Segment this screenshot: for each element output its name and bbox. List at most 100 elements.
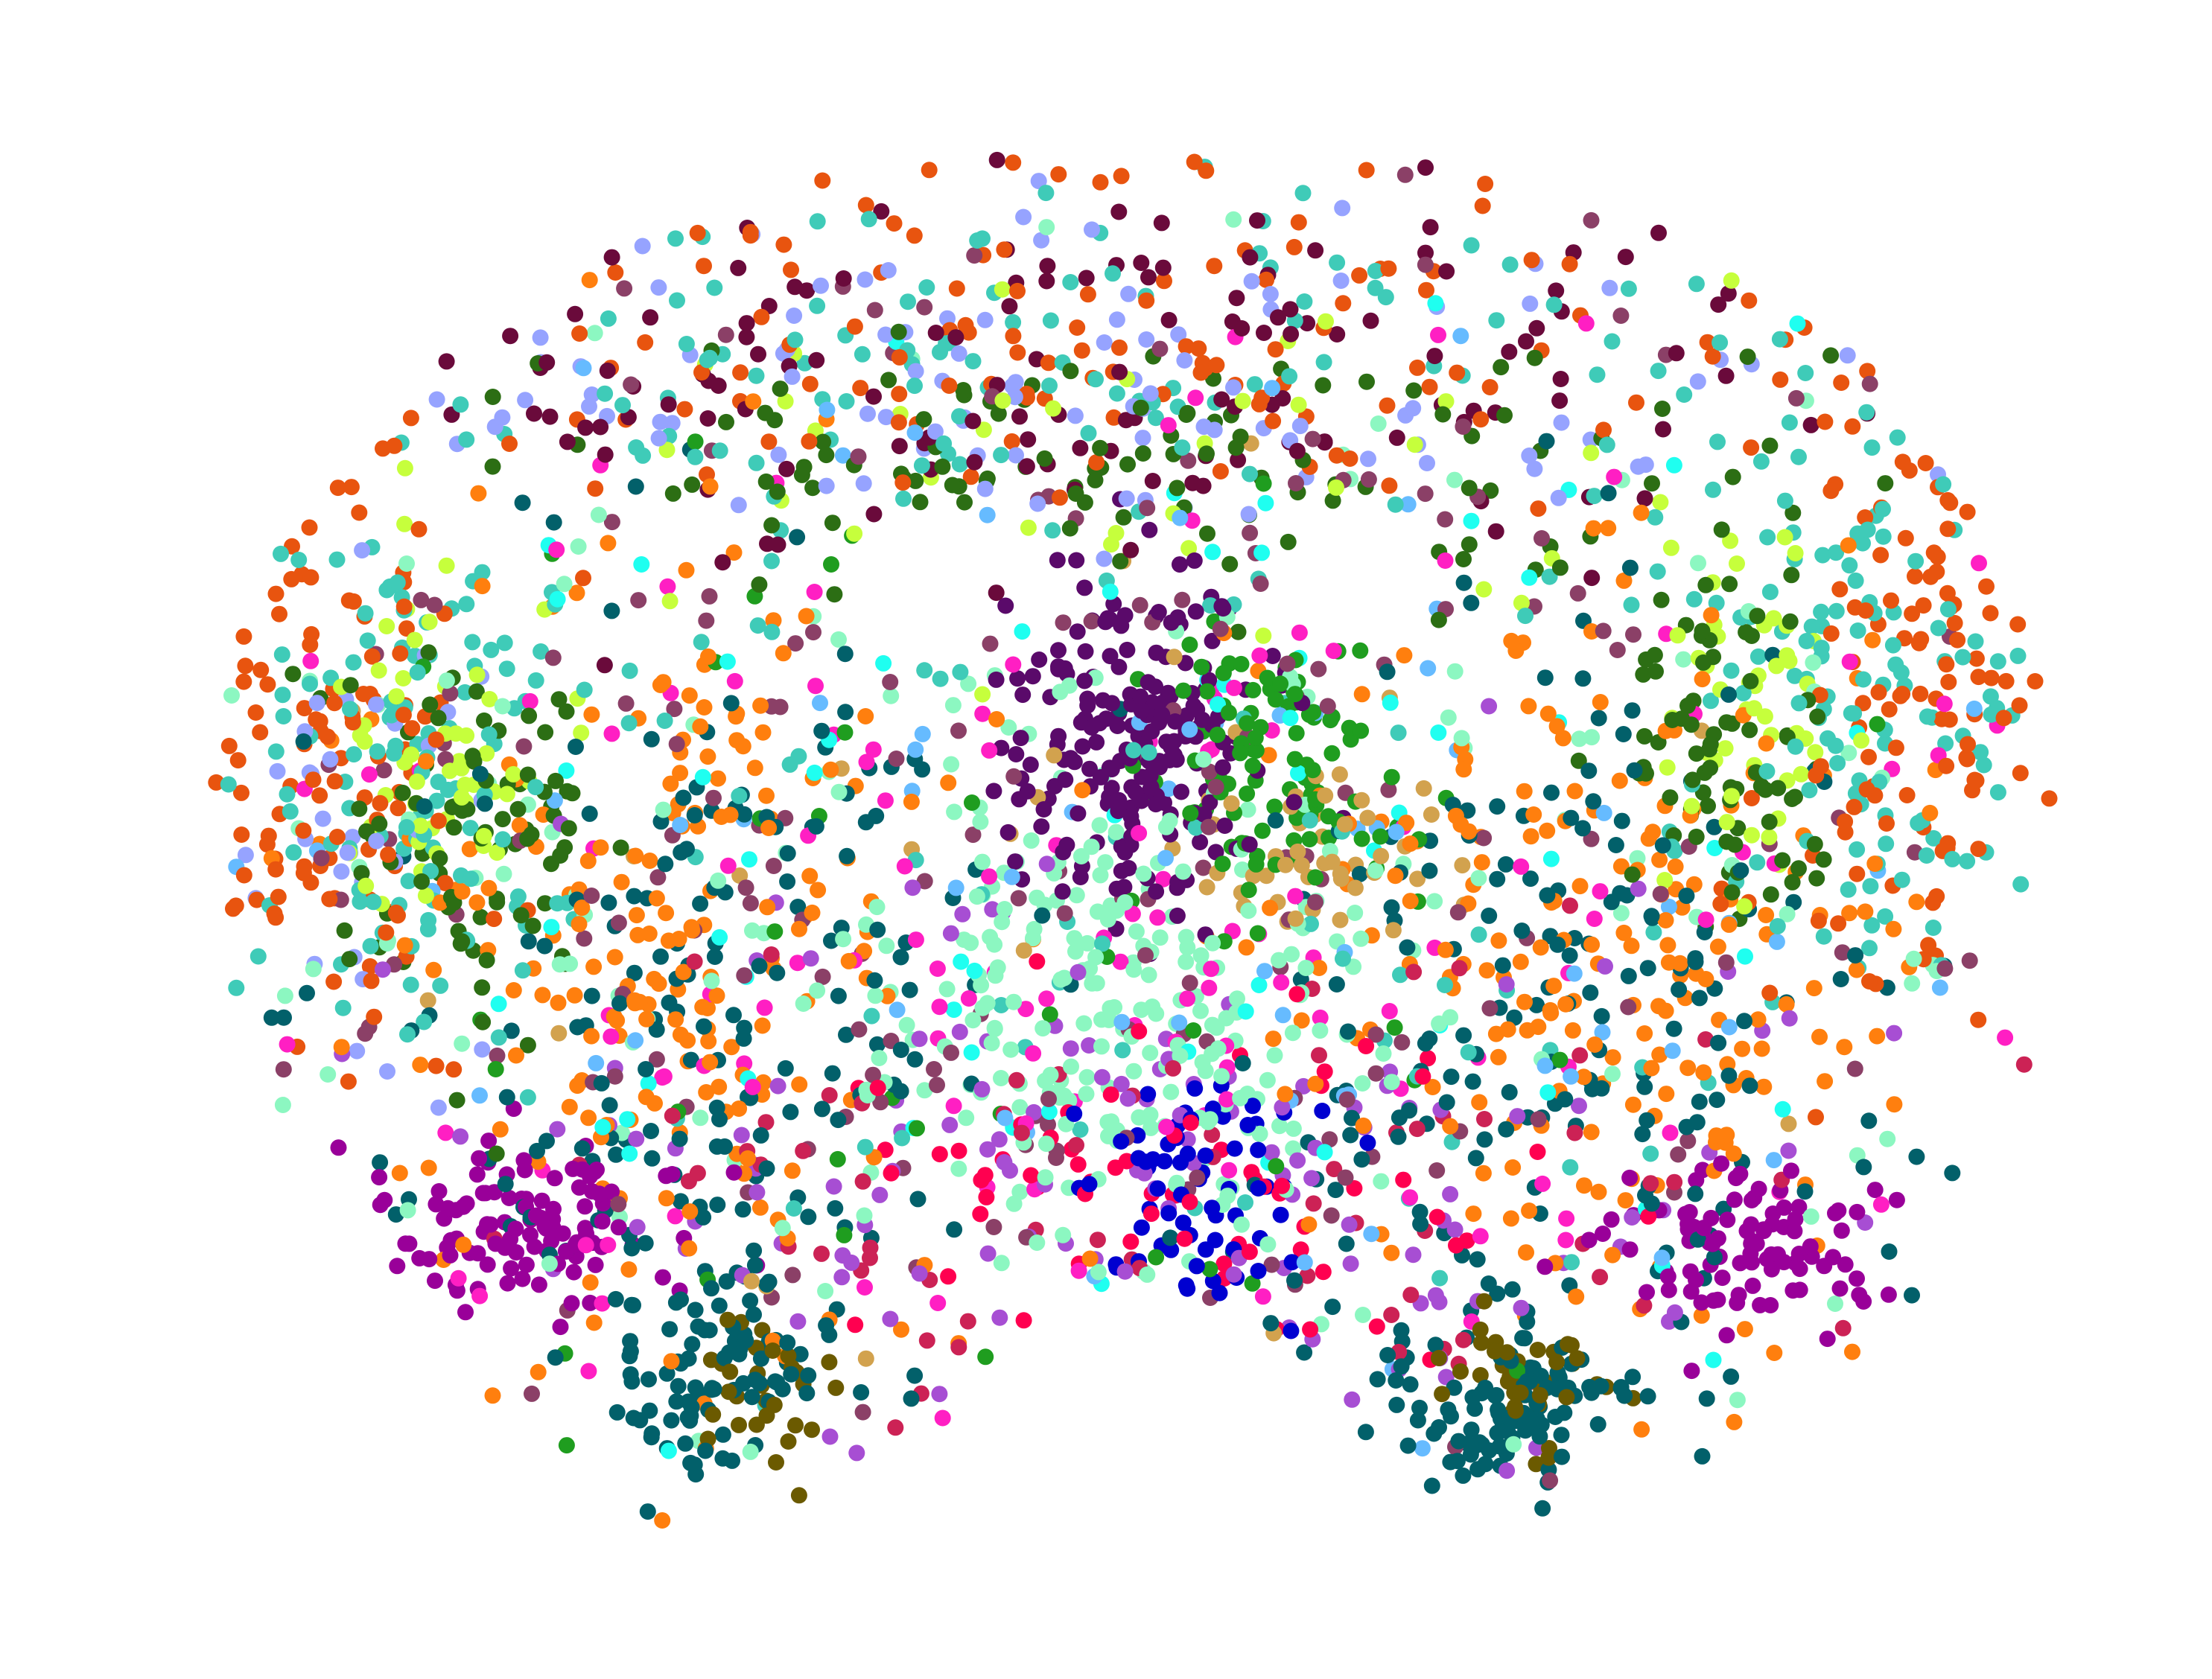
scatter-point [299,984,315,1001]
scatter-point [1233,320,1250,337]
scatter-point [912,494,929,511]
scatter-point [483,641,500,658]
scatter-point [608,1146,625,1163]
scatter-point [1286,751,1303,768]
scatter-point [1849,622,1866,639]
scatter-point [997,597,1014,614]
scatter-point [1328,447,1345,464]
scatter-point [1078,1086,1095,1103]
scatter-point [295,733,312,750]
scatter-point [678,336,695,352]
scatter-point [1140,744,1157,761]
scatter-point [1542,1004,1560,1022]
scatter-point [290,552,308,568]
scatter-point [420,644,437,661]
scatter-point [1005,154,1022,171]
scatter-point [480,726,498,743]
scatter-point [1697,576,1714,593]
scatter-point [1574,820,1592,837]
scatter-point [687,1302,704,1319]
scatter-point [1759,529,1776,546]
scatter-point [1442,1009,1459,1026]
scatter-point [934,1409,951,1427]
scatter-point [1568,1288,1585,1305]
scatter-point [1237,1003,1254,1020]
scatter-point [406,631,423,649]
scatter-point [1131,825,1148,841]
scatter-point [661,1321,678,1338]
scatter-point [658,905,675,922]
scatter-point [1659,937,1677,954]
scatter-point [1470,870,1487,887]
scatter-point [732,364,749,381]
scatter-point [1463,512,1480,529]
scatter-point [1163,1083,1180,1100]
scatter-point [1358,162,1375,179]
scatter-point [692,1109,709,1127]
scatter-point [1693,1307,1710,1324]
scatter-point [681,1240,698,1257]
scatter-point [412,818,429,835]
scatter-point [1383,1074,1400,1091]
scatter-point [1066,930,1083,947]
scatter-point [822,761,839,778]
scatter-point [1470,926,1487,943]
scatter-point [754,724,772,741]
scatter-point [1033,232,1050,249]
scatter-point [1162,688,1179,705]
scatter-point [1138,331,1155,348]
scatter-point [274,686,291,704]
scatter-point [1399,1437,1417,1454]
scatter-point [1442,1118,1459,1135]
scatter-point [997,1109,1014,1127]
scatter-point [464,634,481,651]
scatter-point [1440,709,1457,726]
scatter-point [1342,1127,1359,1144]
scatter-point [1600,520,1617,537]
scatter-point [622,1366,639,1383]
scatter-point [1367,1026,1385,1043]
scatter-point [1640,1208,1657,1225]
scatter-point [603,1183,620,1200]
scatter-point [1723,1368,1740,1385]
scatter-point [489,1047,506,1064]
scatter-point [527,779,544,796]
scatter-point [1263,1144,1280,1161]
scatter-point [566,987,583,1004]
scatter-point [1871,774,1888,791]
scatter-point [1096,334,1113,351]
scatter-point [1840,881,1857,898]
scatter-point [462,820,479,837]
scatter-point [1187,389,1204,407]
scatter-point [1305,1195,1322,1212]
scatter-point [1737,948,1753,965]
scatter-point [1049,552,1066,569]
scatter-point [711,442,728,459]
scatter-point [1620,998,1637,1016]
scatter-point [1448,1237,1464,1254]
scatter-point [1001,298,1018,315]
scatter-point [1317,787,1334,804]
scatter-point [661,593,678,610]
scatter-point [342,677,359,694]
scatter-point [1702,759,1719,777]
scatter-point [263,1009,280,1026]
scatter-point [229,752,247,769]
scatter-point [1233,655,1250,672]
scatter-point [458,431,475,448]
scatter-point [549,895,566,912]
scatter-point [735,1374,751,1392]
scatter-point [524,917,541,934]
scatter-point [1113,1013,1131,1030]
scatter-point [817,1283,834,1299]
scatter-point [1414,1440,1431,1457]
scatter-point [1180,452,1197,469]
scatter-point [396,937,413,954]
scatter-point [1113,168,1130,185]
scatter-point [1307,242,1324,259]
scatter-point [1658,1086,1675,1103]
scatter-point [1473,1385,1490,1402]
scatter-point [1975,756,1992,774]
scatter-point [559,433,576,450]
scatter-point [1989,784,2006,801]
